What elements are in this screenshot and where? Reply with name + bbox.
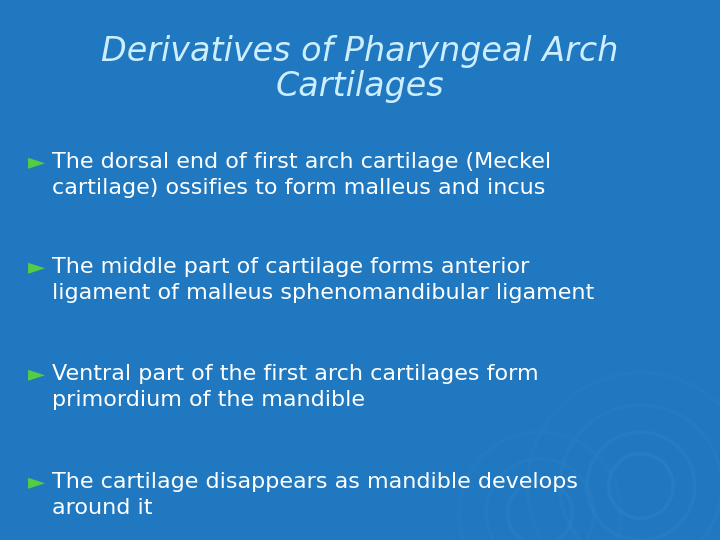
Text: ►: ► (28, 257, 45, 277)
Text: The dorsal end of first arch cartilage (Meckel
cartilage) ossifies to form malle: The dorsal end of first arch cartilage (… (52, 152, 551, 198)
Text: The middle part of cartilage forms anterior
ligament of malleus sphenomandibular: The middle part of cartilage forms anter… (52, 257, 594, 303)
Text: ►: ► (28, 472, 45, 492)
Text: Ventral part of the first arch cartilages form
primordium of the mandible: Ventral part of the first arch cartilage… (52, 364, 539, 410)
Text: ►: ► (28, 152, 45, 172)
Text: ►: ► (28, 364, 45, 384)
Text: Derivatives of Pharyngeal Arch: Derivatives of Pharyngeal Arch (102, 35, 618, 68)
Text: Cartilages: Cartilages (276, 70, 444, 103)
Text: The cartilage disappears as mandible develops
around it: The cartilage disappears as mandible dev… (52, 472, 578, 518)
